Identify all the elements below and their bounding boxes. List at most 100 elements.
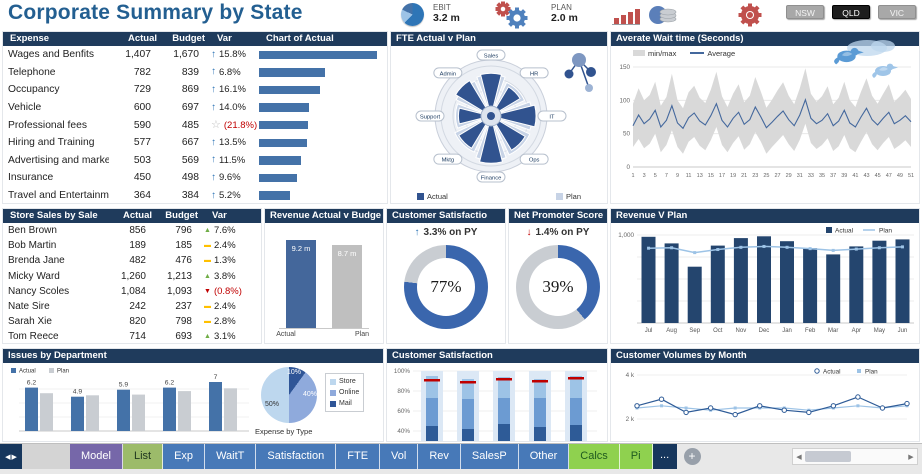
pie-legend-swatch: [330, 389, 336, 396]
state-button-nsw[interactable]: NSW: [786, 5, 824, 19]
expense-budget: 667: [181, 137, 199, 149]
csat-delta: 3.3% on PY: [423, 226, 478, 238]
sheet-tab-fte[interactable]: FTE: [336, 444, 381, 469]
sheet-tab-pi[interactable]: Pi: [619, 444, 653, 469]
sheet-nav-left-icon[interactable]: ◀: [5, 453, 11, 461]
expense-var-pct: 6.8%: [219, 66, 241, 78]
expense-budget: 569: [181, 154, 199, 166]
expense-var-pct: 13.5%: [219, 137, 246, 149]
revenue-bar: [664, 243, 679, 323]
sheet-tab-vol[interactable]: Vol: [380, 444, 419, 469]
wait-title: Averate Wait time (Seconds): [616, 33, 744, 44]
expense-var: ↑ 11.5%: [202, 155, 259, 166]
sheet-tab-exp[interactable]: Exp: [163, 444, 206, 469]
revenue-bar: [710, 245, 725, 323]
flat-icon: ▬: [204, 242, 211, 250]
store-col-budget: Budget: [165, 210, 198, 221]
up-arrow-icon: ↑: [211, 101, 216, 113]
state-button-vic[interactable]: VIC: [878, 5, 916, 19]
scroll-right-icon[interactable]: ▶: [908, 453, 914, 461]
flat-icon: ▬: [204, 303, 211, 311]
sheet-tab-satisfaction[interactable]: Satisfaction: [256, 444, 337, 469]
svg-text:49: 49: [897, 173, 903, 179]
svg-text:Nov: Nov: [736, 328, 747, 334]
expense-bar-cell: [259, 103, 387, 112]
up-triangle-icon: ▲: [204, 272, 211, 280]
store-actual: 242: [129, 301, 146, 313]
expense-actual: 450: [133, 172, 151, 184]
horizontal-scrollbar[interactable]: ◀ ▶: [792, 448, 918, 465]
svg-text:45: 45: [875, 173, 881, 179]
tab-overflow[interactable]: ...: [652, 444, 677, 469]
svg-text:21: 21: [741, 173, 747, 179]
fte-polar-chart: Sales HR IT Ops Finance Mktg Support Admin: [415, 49, 567, 183]
svg-text:33: 33: [808, 173, 814, 179]
svg-text:Oct: Oct: [713, 328, 723, 334]
svg-text:Jun: Jun: [898, 328, 908, 334]
svg-text:Admin: Admin: [440, 71, 456, 77]
expense-name: Wages and Benfits: [8, 49, 95, 61]
expense-actual: 503: [133, 154, 151, 166]
expense-col-var: Var: [217, 33, 232, 44]
store-var: ▲ 3.8%: [195, 271, 261, 282]
expense-actual: 364: [133, 190, 151, 202]
svg-text:Mar: Mar: [828, 328, 838, 334]
scrollbar-thumb[interactable]: [805, 451, 851, 462]
sheet-tab-list[interactable]: List: [122, 444, 164, 469]
expense-var: ↑ 15.8%: [202, 49, 259, 60]
store-var: ▲ 7.6%: [195, 225, 261, 236]
expense-name: Travel and Entertainmer: [8, 190, 109, 202]
sheet-nav-right-icon[interactable]: ▶: [11, 453, 17, 461]
svg-text:Dec: Dec: [759, 328, 770, 334]
expense-bar: [259, 138, 307, 148]
store-var-pct: 2.8%: [214, 316, 236, 328]
svg-text:4 k: 4 k: [626, 372, 635, 379]
flat-icon: ▬: [204, 318, 211, 326]
header: Corporate Summary by State EBIT 3.2 m PL…: [0, 0, 922, 30]
store-name: Tom Reece: [8, 331, 59, 343]
rev-ab-value: 8.7 m: [337, 249, 357, 258]
expense-name: Insurance: [8, 172, 54, 184]
satisfaction-stacked-chart: 100%80%60%40%20%0%: [394, 368, 597, 441]
sheet-tab-model[interactable]: Model: [70, 444, 123, 469]
wait-legend: min/max Average: [611, 46, 919, 59]
up-arrow-icon: ↑: [211, 66, 216, 78]
rev-ab-column: 9.2 m: [286, 229, 316, 328]
svg-text:Ops: Ops: [529, 158, 540, 164]
scroll-left-icon[interactable]: ◀: [796, 453, 802, 461]
revenue-actual-budget-panel: Revenue Actual v Budge 9.2 m 8.7 m Actual…: [264, 208, 384, 344]
molecule-icon: [564, 53, 596, 92]
svg-text:31: 31: [797, 173, 803, 179]
expense-row: Professional fees 590 485 ☆ (21.8%): [3, 116, 387, 134]
store-name: Nate Sire: [8, 301, 50, 313]
revenue-bar: [780, 241, 794, 323]
customer-satisfaction-chart-panel: Customer Satisfaction 100%80%60%40%20%0%: [386, 348, 608, 442]
sheet-tab-rev[interactable]: Rev: [418, 444, 461, 469]
svg-text:5.9: 5.9: [119, 382, 129, 389]
expense-name: Professional fees: [8, 119, 87, 131]
revenue-bar: [872, 240, 887, 323]
expense-bar: [259, 85, 320, 95]
sheet-tab-waitt[interactable]: WaitT: [205, 444, 257, 469]
stack-segment: [534, 427, 546, 441]
minmax-band-swatch: [633, 50, 645, 56]
sheet-tab-salesp[interactable]: SalesP: [460, 444, 519, 469]
nps-title: Net Promoter Score: [514, 210, 604, 221]
stack-segment: [570, 376, 582, 398]
store-row: Micky Ward 1,260 1,213 ▲ 3.8%: [3, 269, 261, 284]
add-sheet-button[interactable]: +: [683, 448, 701, 465]
plan-value: 2.0 m: [551, 11, 578, 24]
svg-text:IT: IT: [549, 115, 555, 121]
stack-segment: [462, 399, 474, 429]
svg-text:4.9: 4.9: [73, 389, 83, 396]
store-row: Bob Martin 189 185 ▬ 2.4%: [3, 238, 261, 253]
sheet-nav-buttons[interactable]: ◀ ▶: [0, 444, 22, 469]
sheet-tab-calcs[interactable]: Calcs: [569, 444, 620, 469]
sheet-tab-other[interactable]: Other: [518, 444, 570, 469]
stack-segment: [462, 429, 474, 441]
state-button-qld[interactable]: QLD: [832, 5, 870, 19]
expense-row: Vehicle 600 697 ↑ 14.0%: [3, 99, 387, 117]
expense-row: Travel and Entertainmer 364 384 ↑ 5.2%: [3, 187, 387, 203]
